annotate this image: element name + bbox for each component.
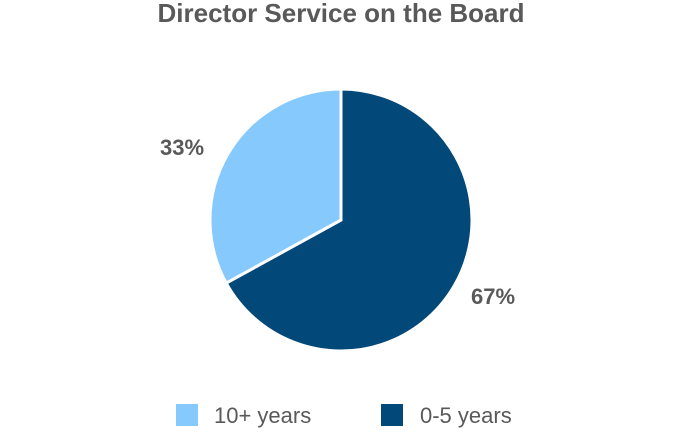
data-label-0: 33% [160,135,204,160]
legend-label-0: 10+ years [214,403,311,428]
pie-slices [208,87,474,353]
legend-label-1: 0-5 years [420,403,512,428]
legend-swatch-1 [381,404,403,426]
data-labels: 33% 67% [160,135,515,309]
legend: 10+ years 0-5 years [176,403,512,428]
pie-slice-10-years [208,87,343,286]
legend-swatch-0 [176,404,198,426]
pie-slice-0-5-years [224,87,474,353]
chart-title: Director Service on the Board [158,0,525,28]
data-label-1: 67% [471,284,515,309]
